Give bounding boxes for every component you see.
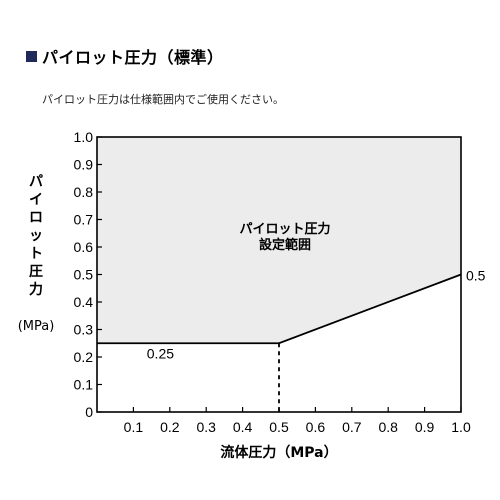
x-axis-label: 流体圧力（MPa） bbox=[220, 444, 337, 461]
y-axis-label-char: イ bbox=[29, 192, 43, 208]
y-tick-label: 1.0 bbox=[74, 129, 94, 145]
y-axis-label-char: ロ bbox=[29, 210, 43, 226]
y-tick-label: 0.6 bbox=[74, 239, 94, 255]
chart-title-text: パイロット圧力（標準） bbox=[42, 48, 224, 67]
region-label-line: 設定範囲 bbox=[259, 237, 311, 253]
y-tick-label: 0.2 bbox=[74, 349, 94, 365]
x-tick-label: 0.5 bbox=[269, 419, 289, 435]
y-axis-label-char: ト bbox=[29, 246, 43, 262]
y-tick-label: 0.9 bbox=[74, 157, 94, 173]
y-tick-label: 0.1 bbox=[74, 377, 94, 393]
x-tick-label: 0.4 bbox=[233, 419, 253, 435]
square-bullet-icon bbox=[26, 51, 37, 62]
annotation-low: 0.25 bbox=[147, 345, 174, 361]
x-tick-label: 0.2 bbox=[160, 419, 180, 435]
y-axis-label-char: 力 bbox=[29, 281, 43, 298]
y-axis-label-char: 圧 bbox=[29, 264, 43, 280]
annotation-high: 0.5 bbox=[466, 268, 486, 284]
x-tick-label: 1.0 bbox=[451, 419, 471, 435]
x-tick-label: 0.1 bbox=[124, 419, 144, 435]
y-tick-label: 0.5 bbox=[74, 267, 94, 283]
x-tick-label: 0.6 bbox=[306, 419, 326, 435]
y-tick-label: 0.4 bbox=[74, 294, 94, 310]
chart-title: パイロット圧力（標準） bbox=[26, 44, 224, 68]
y-axis-unit: (MPa) bbox=[18, 319, 55, 334]
x-tick-label: 0.7 bbox=[342, 419, 362, 435]
x-tick-label: 0.3 bbox=[196, 419, 216, 435]
usage-note: パイロット圧力は仕様範囲内でご使用ください。 bbox=[42, 93, 284, 106]
y-tick-label: 0.7 bbox=[74, 212, 94, 228]
x-tick-label: 0.8 bbox=[378, 419, 398, 435]
y-tick-label: 0 bbox=[85, 404, 93, 420]
y-axis-label-char: ッ bbox=[29, 228, 43, 244]
x-tick-label: 0.9 bbox=[415, 419, 435, 435]
y-tick-label: 0.8 bbox=[74, 184, 94, 200]
y-tick-label: 0.3 bbox=[74, 322, 94, 338]
region-label-line: パイロット圧力 bbox=[239, 221, 330, 237]
y-axis-label-char: パ bbox=[29, 174, 43, 190]
setting-range-area bbox=[97, 137, 461, 344]
